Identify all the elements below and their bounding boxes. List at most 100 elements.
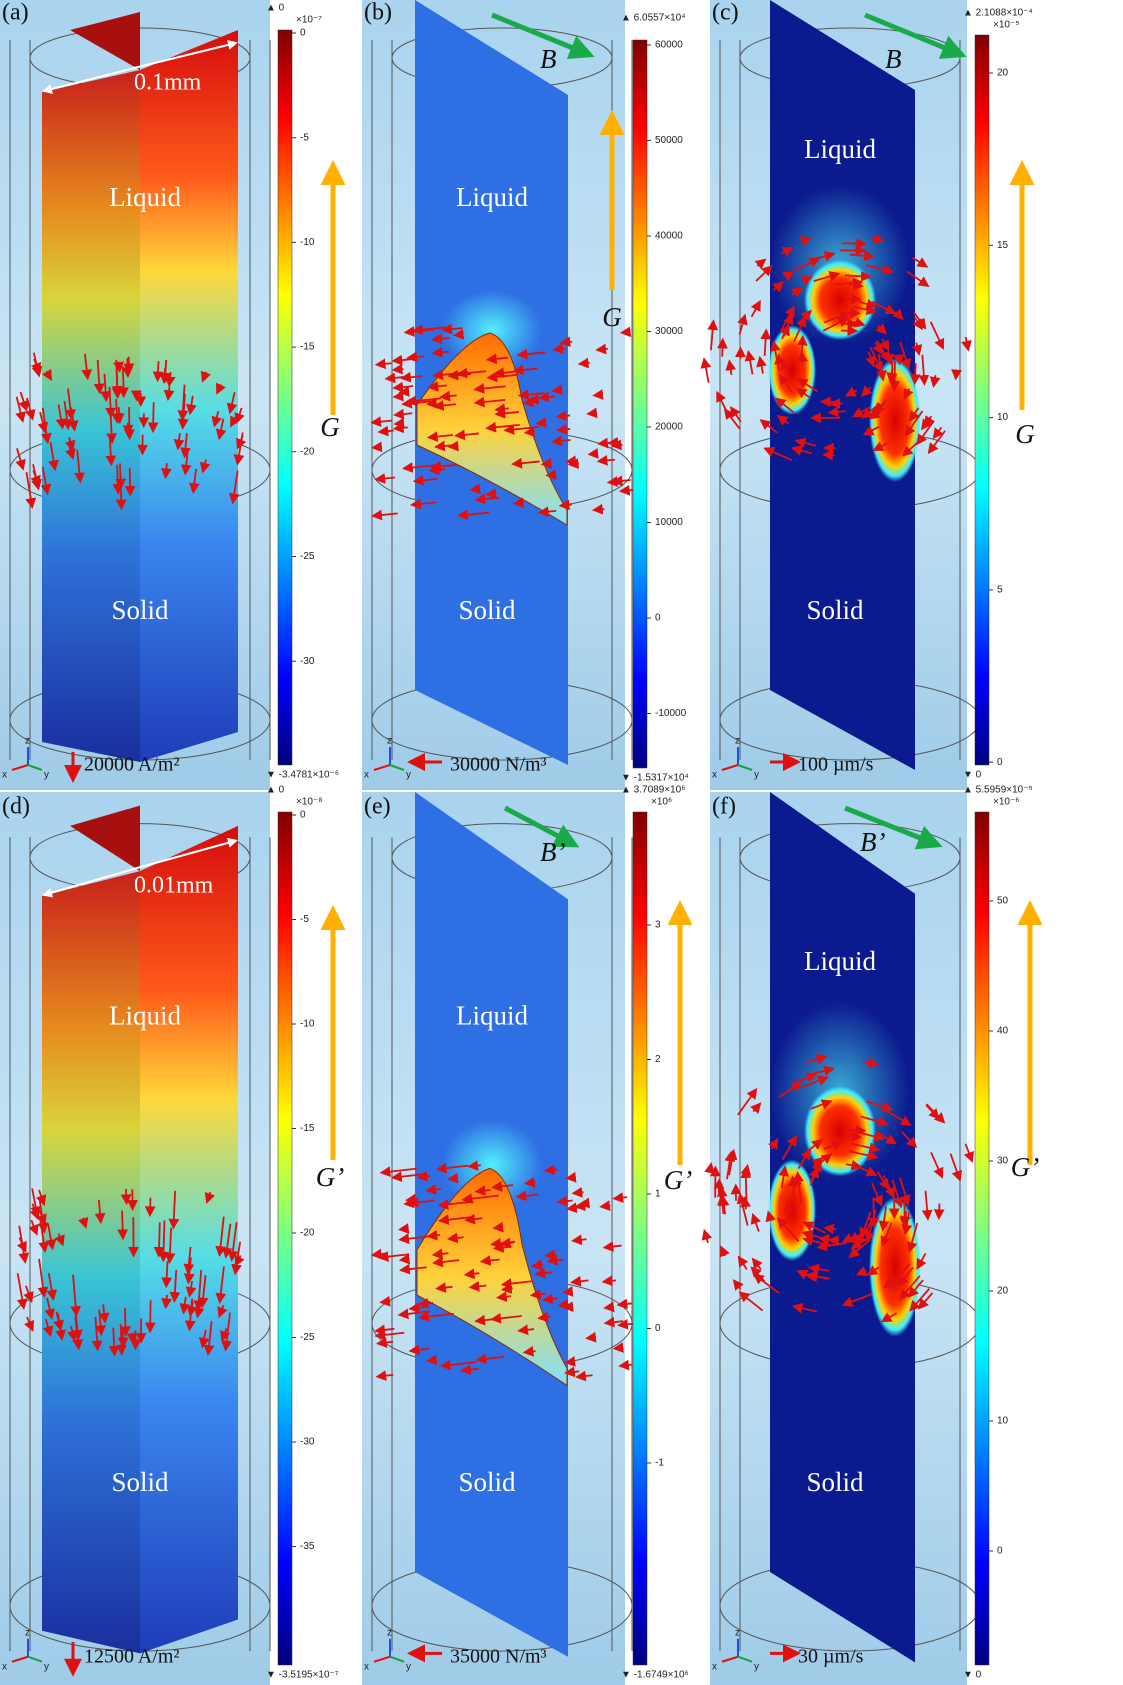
field-direction-arrow <box>864 12 967 59</box>
colorbar-exponent: ×10⁻⁶ <box>993 797 1019 808</box>
field-arrow <box>446 1232 464 1244</box>
field-arrow <box>619 326 632 338</box>
field-arrow <box>543 1164 558 1176</box>
field-arrow <box>793 315 807 343</box>
field-arrow <box>434 440 455 452</box>
field-arrow <box>431 333 450 345</box>
field-arrow <box>723 408 741 430</box>
colorbar-tick-label: 5 <box>997 585 1003 596</box>
field-arrow <box>426 1354 438 1366</box>
colorbar <box>632 811 648 1666</box>
field-arrow <box>164 1227 176 1265</box>
field-arrow <box>537 506 557 518</box>
colorbar-tick-label: 0 <box>997 1546 1003 1557</box>
field-arrow <box>95 1309 106 1337</box>
field-arrow <box>30 470 41 487</box>
field-arrow <box>183 1257 195 1285</box>
field-arrow <box>425 1184 442 1195</box>
field-arrow <box>227 1222 239 1262</box>
field-arrow <box>841 318 859 330</box>
field-arrow <box>869 347 883 373</box>
field-arrow <box>537 1311 551 1323</box>
triad-y <box>389 764 405 771</box>
field-arrow <box>592 389 604 400</box>
field-arrow <box>871 301 897 315</box>
field-arrow <box>236 435 247 450</box>
field-arrow <box>417 1297 434 1309</box>
field-arrow <box>122 422 134 436</box>
colorbar-tick-label: 0 <box>655 1323 661 1334</box>
triad-label: z <box>25 1627 30 1638</box>
field-arrow <box>823 311 851 324</box>
colorbar-tick-label: 0 <box>655 613 661 624</box>
field-arrow <box>374 1329 405 1341</box>
field-arrow <box>925 1103 946 1124</box>
field-arrow <box>779 324 790 337</box>
colorbar-min: ▼ 0 <box>963 1670 982 1681</box>
legend-label: 20000 A/m² <box>84 754 179 776</box>
field-arrow <box>951 369 962 381</box>
field-arrow <box>878 1206 890 1232</box>
field-arrow <box>503 424 540 435</box>
field-arrow <box>797 1148 812 1169</box>
field-arrow <box>597 437 610 449</box>
field-arrow <box>784 1201 795 1215</box>
field-arrow <box>113 361 124 373</box>
field-arrow <box>215 418 227 441</box>
colorbar <box>277 29 293 766</box>
panel: (e) Liquid Solid 35000 N/m³ z x y G’ B’ ▲ 3.7089×… <box>362 785 693 1685</box>
field-arrow <box>460 1364 480 1376</box>
field-arrow <box>873 398 888 414</box>
field-arrow <box>780 247 794 257</box>
colorbar-min: ▼ -3.5195×10⁻⁷ <box>266 1670 339 1681</box>
field-arrow <box>850 1142 881 1154</box>
field-arrow <box>173 432 185 451</box>
field-arrow <box>152 361 164 383</box>
field-arrow <box>55 1313 66 1341</box>
field-arrow <box>441 323 463 335</box>
field-arrow <box>399 1263 427 1275</box>
colorbar-exponent: ×10⁻⁷ <box>296 15 322 26</box>
colorbar-tick-label: 0 <box>997 757 1003 768</box>
field-arrow <box>795 387 811 399</box>
field-arrow <box>886 367 898 384</box>
triad-label: z <box>25 736 30 747</box>
panel-label: (b) <box>364 0 392 26</box>
field-arrow <box>522 396 535 408</box>
field-arrow <box>866 1265 880 1276</box>
field-arrow <box>612 1342 624 1353</box>
field-arrow <box>860 385 873 397</box>
field-arrow <box>78 1216 89 1229</box>
field-arrow <box>787 1175 799 1203</box>
field-arrow <box>25 397 36 421</box>
field-arrow <box>862 425 880 436</box>
slab-right <box>140 825 238 1654</box>
triad-label: z <box>387 736 392 747</box>
field-arrow <box>67 1325 78 1342</box>
field-arrow <box>865 264 895 275</box>
triad-label: y <box>754 770 759 781</box>
field-arrow <box>406 351 424 363</box>
field-arrow <box>515 1190 539 1202</box>
field-arrow <box>562 1286 574 1297</box>
triad-label: z <box>735 736 740 747</box>
field-arrow <box>808 1263 830 1275</box>
field-arrow <box>115 475 127 511</box>
field-arrow <box>46 1272 58 1301</box>
field-arrow <box>118 366 129 399</box>
solid-label: Solid <box>458 1467 516 1497</box>
field-arrow <box>28 1219 39 1236</box>
field-arrow <box>802 1221 826 1234</box>
field-arrow <box>435 1162 469 1174</box>
field-arrow <box>912 256 929 268</box>
field-arrow <box>64 437 76 452</box>
field-arrow <box>203 1321 215 1356</box>
field-arrow <box>527 394 540 405</box>
field-arrow <box>116 1324 127 1356</box>
field-arrow <box>215 1266 227 1305</box>
hot-region <box>416 1167 568 1387</box>
field-arrow <box>168 1190 180 1230</box>
field-arrow <box>226 392 238 415</box>
colorbar-tick-label: -30 <box>300 656 315 667</box>
field-arrow <box>876 340 890 363</box>
